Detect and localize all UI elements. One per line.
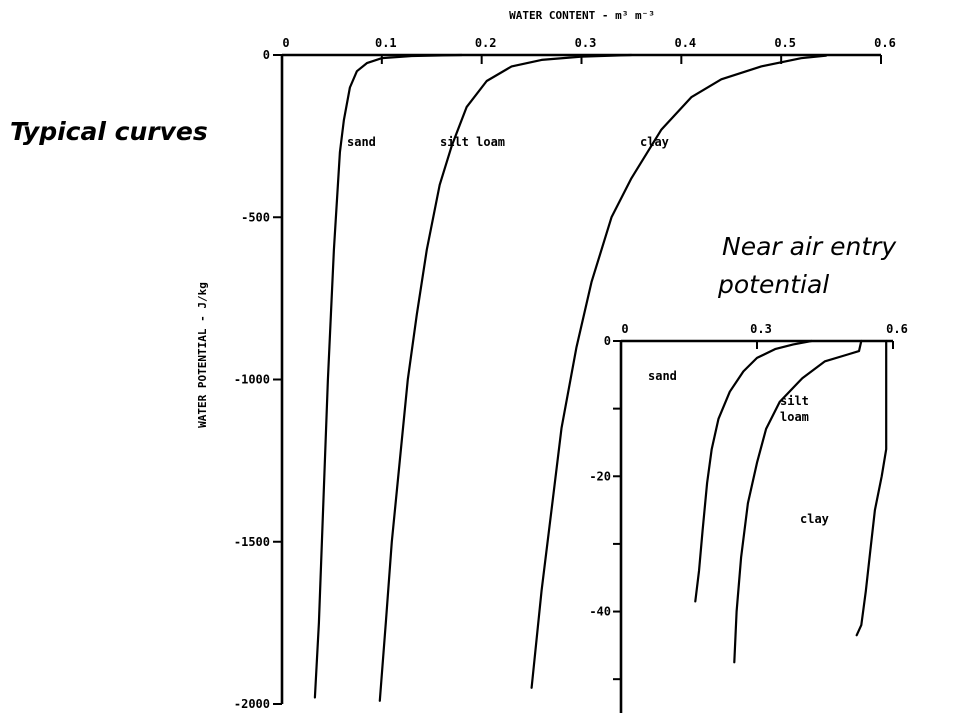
caption-potential: potential xyxy=(717,270,829,299)
series-line-sand xyxy=(313,53,463,699)
main-chart: 0 0.1 0.2 0.3 0.4 0.5 0.60-500-1000-1500-2000W… xyxy=(196,9,896,711)
series-label-clay: clay xyxy=(640,135,669,149)
inset-series-label-clay: clay xyxy=(800,512,829,526)
x-tick-label: 0.6 xyxy=(886,322,908,336)
y-tick-label: -1500 xyxy=(234,535,270,549)
y-tick-label: -500 xyxy=(241,210,270,224)
series-line-silt-loam xyxy=(733,339,863,664)
series-line-clay xyxy=(855,339,888,637)
series-line-sand xyxy=(694,339,813,603)
x-tick-label: 0.2 xyxy=(475,36,497,50)
inset-series-label-silt-loam: silt xyxy=(780,394,809,408)
series-label-silt-loam: silt loam xyxy=(440,135,505,149)
inset-chart: 0 0.3 0.6 0 -20 -40 sand silt loam clay xyxy=(589,322,908,713)
x-tick-label: 0.4 xyxy=(674,36,696,50)
x-tick-label: 0.3 xyxy=(575,36,597,50)
x-tick-label: 0 xyxy=(282,36,289,50)
x-tick-label: 0.5 xyxy=(774,36,796,50)
x-tick-label: 0.1 xyxy=(375,36,397,50)
inset-series-label-sand: sand xyxy=(648,369,677,383)
y-tick-label: -40 xyxy=(589,605,611,619)
y-tick-label: -2000 xyxy=(234,697,270,711)
series-line-silt-loam xyxy=(378,53,633,702)
caption-typical-curves: Typical curves xyxy=(10,117,208,146)
x-tick-label: 0 xyxy=(621,322,628,336)
y-tick-label: -20 xyxy=(589,469,611,483)
y-tick-label: 0 xyxy=(263,48,270,62)
series-line-clay xyxy=(530,54,828,689)
inset-series-label-silt-loam: loam xyxy=(780,410,809,424)
y-axis-title: WATER POTENTIAL - J/kg xyxy=(196,282,209,428)
y-tick-label: 0 xyxy=(604,334,611,348)
y-tick-label: -1000 xyxy=(234,373,270,387)
x-axis-title: WATER CONTENT - m³ m⁻³ xyxy=(509,9,655,22)
x-tick-label: 0.3 xyxy=(750,322,772,336)
caption-near-air-entry: Near air entry xyxy=(722,232,897,261)
x-tick-label: 0.6 xyxy=(874,36,896,50)
series-label-sand: sand xyxy=(347,135,376,149)
